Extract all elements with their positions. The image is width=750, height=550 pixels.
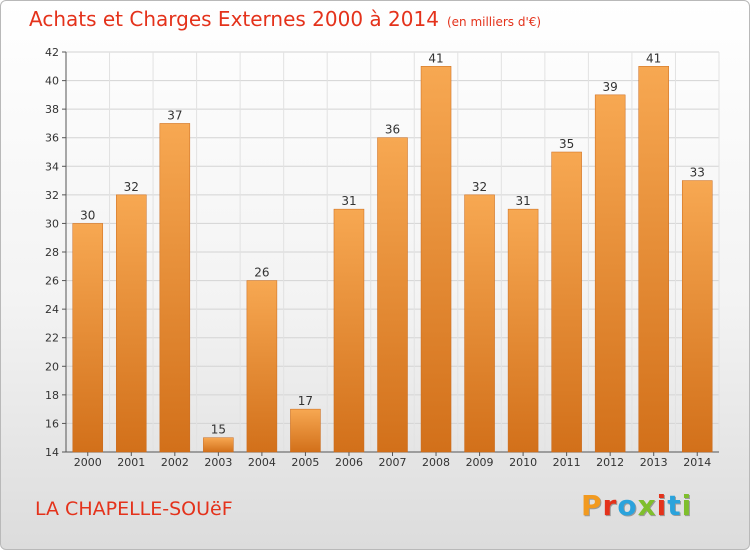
bar-value-label: 31 — [515, 194, 530, 208]
y-tick-label: 18 — [45, 389, 59, 402]
logo-letter: r — [603, 489, 618, 522]
bar — [247, 281, 277, 452]
bar — [290, 409, 320, 452]
logo-letter: i — [682, 489, 693, 522]
x-tick-label: 2014 — [683, 456, 711, 469]
x-tick-label: 2009 — [466, 456, 494, 469]
x-tick-label: 2005 — [291, 456, 319, 469]
bar — [334, 209, 364, 452]
bar-value-label: 41 — [646, 51, 661, 65]
bar — [465, 195, 495, 452]
y-tick-label: 24 — [45, 303, 59, 316]
proxiti-logo: Proxiti — [581, 489, 692, 522]
x-tick-label: 2008 — [422, 456, 450, 469]
bar — [682, 181, 712, 452]
x-tick-label: 2012 — [596, 456, 624, 469]
y-tick-label: 26 — [45, 275, 59, 288]
y-tick-label: 34 — [45, 160, 59, 173]
x-tick-label: 2011 — [553, 456, 581, 469]
bar-value-label: 39 — [603, 80, 618, 94]
bar-value-label: 17 — [298, 394, 313, 408]
bar — [73, 223, 103, 452]
y-tick-label: 32 — [45, 189, 59, 202]
bar-value-label: 37 — [167, 108, 182, 122]
bar-value-label: 36 — [385, 123, 400, 137]
bar-value-label: 41 — [428, 51, 443, 65]
bar — [639, 66, 669, 452]
bar-chart: 14 16 18 20 22 24 26 28 30 32 34 36 38 40 42 2000 2001 20… — [1, 1, 750, 550]
y-tick-label: 20 — [45, 360, 59, 373]
bar-value-label: 33 — [690, 166, 705, 180]
y-tick-label: 14 — [45, 446, 59, 459]
bar-value-label: 35 — [559, 137, 574, 151]
y-tick-label: 16 — [45, 417, 59, 430]
y-tick-label: 28 — [45, 246, 59, 259]
bar — [552, 152, 582, 452]
y-tick-label: 38 — [45, 103, 59, 116]
bar-value-label: 32 — [124, 180, 139, 194]
bar — [378, 138, 408, 452]
x-tick-label: 2010 — [509, 456, 537, 469]
x-tick-label: 2000 — [74, 456, 102, 469]
bar — [203, 438, 233, 452]
bar-value-label: 15 — [211, 423, 226, 437]
logo-letter: o — [617, 489, 637, 522]
x-tick-label: 2004 — [248, 456, 276, 469]
y-tick-label: 22 — [45, 332, 59, 345]
logo-letter: i — [657, 489, 668, 522]
bar-value-label: 32 — [472, 180, 487, 194]
x-tick-label: 2007 — [379, 456, 407, 469]
chart-frame: Achats et Charges Externes 2000 à 2014 (e… — [0, 0, 750, 550]
bar — [421, 66, 451, 452]
commune-name: LA CHAPELLE-SOUëF — [35, 498, 233, 520]
x-tick-label: 2003 — [204, 456, 232, 469]
logo-letter: t — [667, 489, 681, 522]
bar-value-label: 31 — [341, 194, 356, 208]
y-tick-label: 42 — [45, 46, 59, 59]
x-tick-label: 2001 — [117, 456, 145, 469]
bar — [116, 195, 146, 452]
logo-letter: P — [581, 489, 603, 522]
y-tick-label: 30 — [45, 217, 59, 230]
bar-value-label: 30 — [80, 208, 95, 222]
x-tick-label: 2006 — [335, 456, 363, 469]
bar — [508, 209, 538, 452]
bar-value-label: 26 — [254, 266, 269, 280]
y-tick-label: 36 — [45, 132, 59, 145]
bar — [595, 95, 625, 452]
y-tick-label: 40 — [45, 75, 59, 88]
x-tick-label: 2013 — [640, 456, 668, 469]
bar — [160, 123, 190, 452]
logo-letter: x — [638, 489, 657, 522]
x-tick-label: 2002 — [161, 456, 189, 469]
